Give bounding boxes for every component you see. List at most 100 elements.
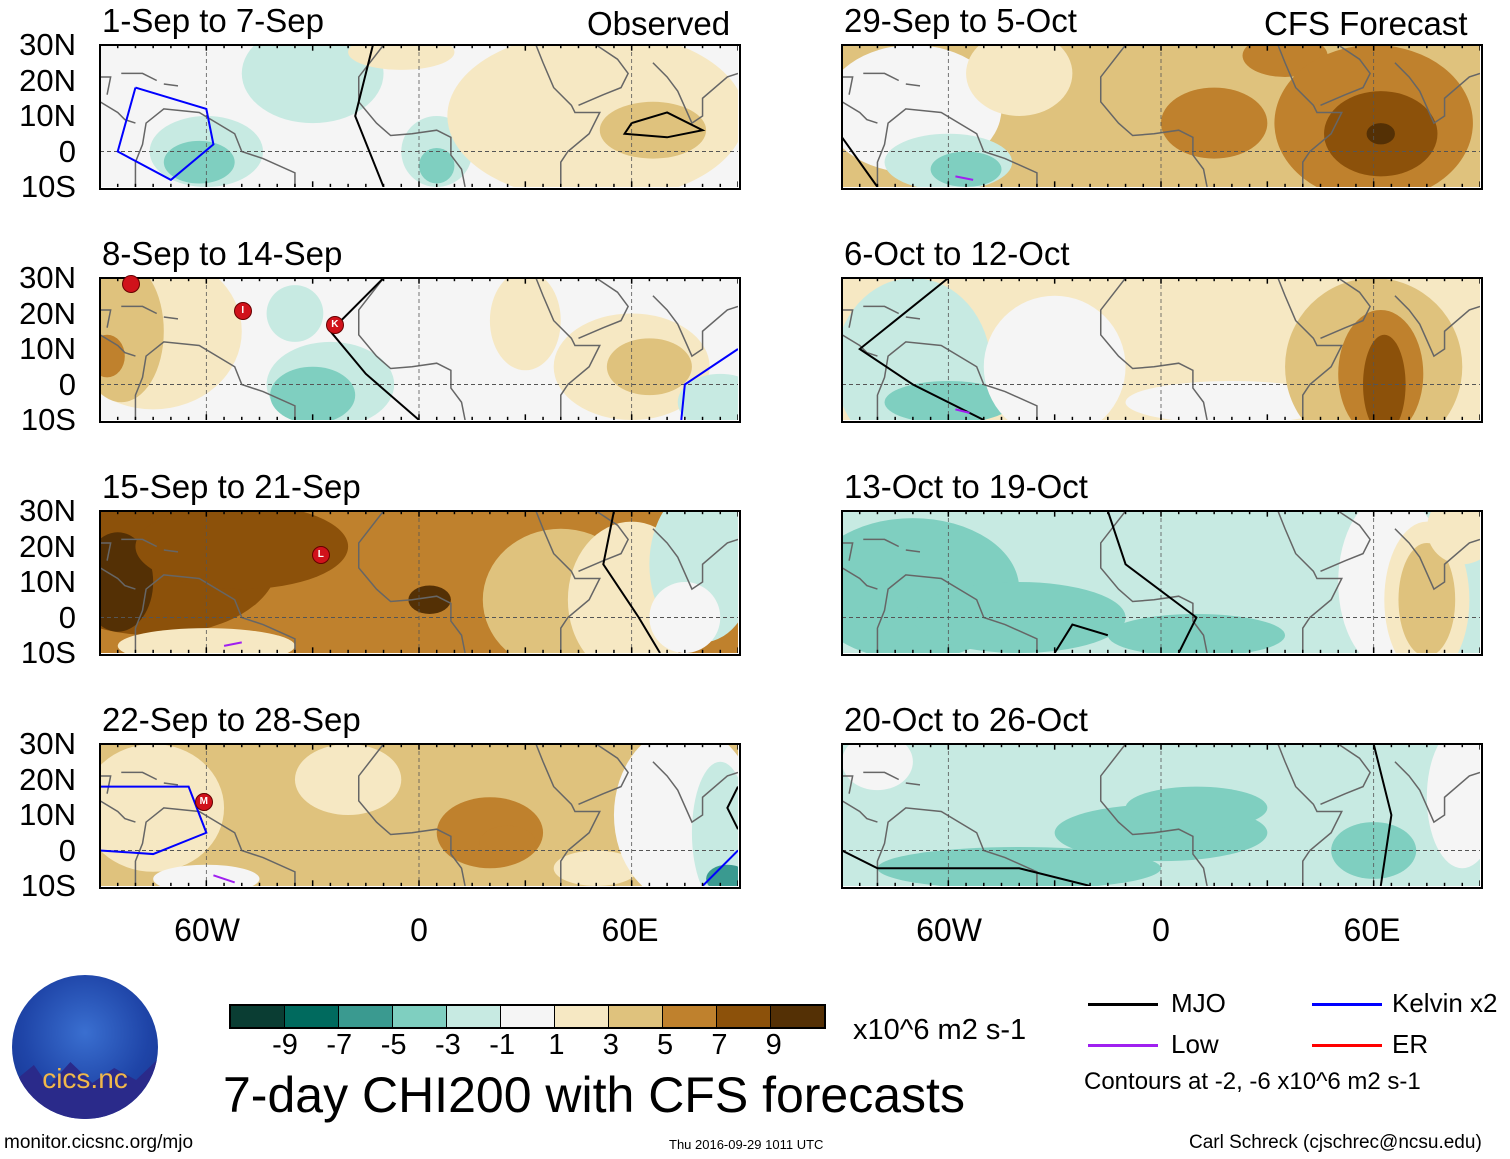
coastline — [1395, 762, 1480, 822]
lat-label: 20N — [19, 295, 76, 331]
anomaly-shading — [691, 761, 738, 886]
anomaly-shading — [1161, 87, 1268, 159]
coastline — [863, 772, 898, 779]
coastline — [842, 568, 877, 589]
colorbar-label: -3 — [434, 1029, 461, 1061]
anomaly-shading — [842, 744, 913, 791]
coastline — [536, 744, 600, 886]
coastline — [135, 808, 295, 886]
coastline — [1278, 45, 1342, 187]
lon-label-60e: 60E — [601, 912, 659, 948]
lon-label-0: 0 — [1152, 912, 1170, 948]
lat-label: 10N — [19, 564, 76, 599]
panel-title: 1-Sep to 7-Sep — [102, 2, 324, 39]
coastline — [100, 543, 111, 561]
map-panel — [841, 743, 1483, 889]
coastline — [1278, 278, 1342, 420]
footer-url[interactable]: monitor.cicsnc.org/mjo — [4, 1132, 194, 1153]
colorbar-label: -9 — [272, 1029, 298, 1061]
panel-title: 29-Sep to 5-Oct — [844, 2, 1077, 39]
tropical-cyclone-icon: I — [233, 301, 252, 320]
contours-note: Contours at -2, -6 x10^6 m2 s-1 — [1084, 1068, 1421, 1095]
coastline — [1321, 744, 1371, 804]
legend-mjo-line — [1088, 1003, 1158, 1006]
coastline — [1321, 511, 1371, 571]
wave-contour — [842, 851, 1090, 887]
coastline — [100, 77, 111, 95]
map-panel — [99, 44, 741, 190]
coastline — [842, 801, 877, 822]
coastline — [842, 776, 853, 794]
coastline — [1395, 296, 1480, 356]
wave-contour — [860, 278, 984, 420]
tropical-cyclone-icon: K — [325, 316, 344, 335]
coastline — [100, 568, 135, 589]
coastline — [121, 772, 156, 779]
wave-contour — [1055, 625, 1108, 653]
coastline — [536, 511, 600, 653]
coastline — [906, 317, 920, 319]
coastline — [842, 335, 877, 356]
chi200-map — [842, 744, 1480, 886]
coastline — [100, 310, 111, 328]
wave-contour — [603, 511, 660, 653]
coastline — [863, 73, 898, 80]
lat-label: 0 — [58, 599, 76, 635]
coastline — [359, 744, 465, 886]
coastline — [1395, 63, 1480, 123]
colorbar-swatch — [717, 1006, 771, 1027]
lat-label: 30N — [19, 27, 76, 62]
colorbar-swatch — [663, 1006, 717, 1027]
anomaly-shading — [983, 295, 1126, 420]
chi200-map — [842, 278, 1480, 420]
colorbar-swatch — [447, 1006, 501, 1027]
lat-label: 10N — [19, 797, 76, 832]
lat-label: 0 — [58, 366, 76, 402]
coastline — [842, 543, 853, 561]
coastline — [135, 109, 295, 187]
wave-contour — [224, 642, 242, 646]
anomaly-shading — [677, 373, 738, 420]
coastline — [100, 335, 135, 356]
anomaly-shading — [270, 366, 356, 420]
anomaly-shading — [241, 45, 384, 124]
coastline — [1101, 278, 1207, 420]
anomaly-shading — [479, 825, 536, 862]
colorbar-label: 7 — [711, 1029, 728, 1061]
anomaly-shading — [1107, 613, 1286, 653]
coastline — [877, 808, 1037, 886]
coastline — [121, 539, 156, 546]
panel-title: 13-Oct to 19-Oct — [844, 468, 1088, 505]
coastline — [877, 342, 1037, 420]
coastline — [906, 783, 920, 785]
coastline — [579, 45, 629, 105]
colorbar-swatch — [285, 1006, 339, 1027]
lat-label: 10S — [20, 868, 76, 903]
colorbar-label: 5 — [657, 1029, 674, 1061]
coastline — [653, 529, 738, 589]
anomaly-shading — [348, 45, 455, 70]
panel-title: 6-Oct to 12-Oct — [844, 235, 1070, 272]
map-panel — [841, 44, 1483, 190]
coastline — [653, 296, 738, 356]
legend-mjo-label: MJO — [1171, 988, 1226, 1018]
legend-er-label: ER — [1392, 1029, 1429, 1059]
anomaly-shading — [163, 140, 235, 184]
coastline — [906, 550, 920, 552]
coastline — [1101, 744, 1207, 886]
tropical-cyclone-icon: L — [311, 545, 330, 564]
coastline — [359, 45, 465, 187]
coastline — [100, 801, 135, 822]
anomaly-shading — [1426, 511, 1480, 565]
lat-label: 10S — [20, 635, 76, 670]
wave-contour — [703, 851, 738, 887]
legend-er-line — [1312, 1044, 1382, 1047]
colorbar-label: -7 — [326, 1029, 353, 1061]
legend-low-label: Low — [1171, 1029, 1219, 1059]
colorbar-swatch — [609, 1006, 663, 1027]
colorbar-label: 1 — [548, 1029, 565, 1061]
lat-label: 30N — [19, 493, 76, 528]
wave-contour — [118, 88, 214, 180]
lon-label-60w: 60W — [916, 912, 982, 948]
